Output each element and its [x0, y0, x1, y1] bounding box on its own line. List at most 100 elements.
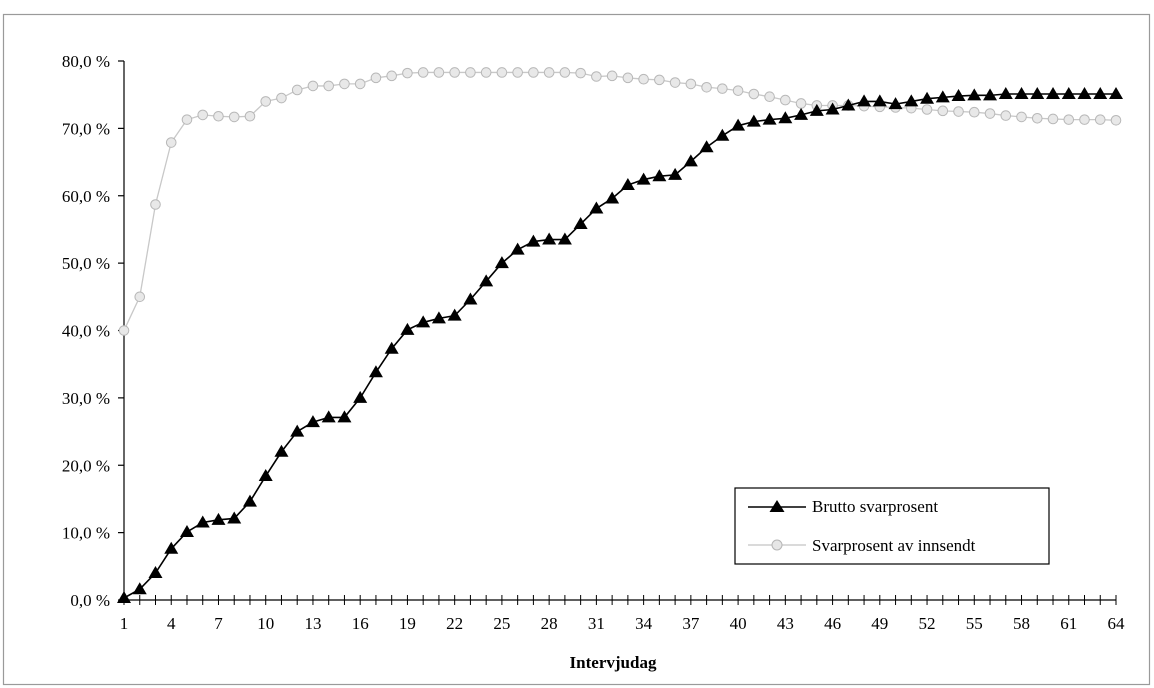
- data-point: [510, 242, 525, 255]
- data-point: [339, 78, 350, 90]
- data-point: [368, 365, 383, 378]
- data-point: [620, 177, 635, 190]
- data-point: [542, 232, 557, 245]
- y-tick-label: 20,0 %: [62, 456, 110, 475]
- data-point: [463, 292, 478, 305]
- data-point: [920, 91, 935, 104]
- x-tick-label: 28: [541, 614, 558, 633]
- data-point: [1031, 112, 1043, 124]
- data-point: [1000, 110, 1012, 121]
- data-point: [638, 73, 649, 85]
- data-point: [512, 67, 523, 78]
- data-point: [794, 107, 809, 120]
- data-point: [244, 110, 256, 122]
- data-point: [636, 172, 651, 185]
- data-point: [1110, 114, 1122, 126]
- data-point: [998, 87, 1013, 100]
- data-point: [526, 234, 541, 247]
- data-point: [134, 291, 146, 303]
- data-point: [402, 67, 413, 79]
- data-point: [260, 96, 272, 107]
- data-point: [118, 325, 130, 336]
- x-tick-label: 55: [966, 614, 983, 633]
- data-point: [117, 590, 131, 603]
- data-point: [416, 315, 431, 328]
- x-tick-label: 19: [399, 614, 416, 633]
- data-point: [480, 67, 492, 78]
- data-point: [968, 106, 980, 118]
- data-point: [746, 114, 761, 127]
- data-point: [1016, 111, 1027, 123]
- data-point: [669, 77, 681, 88]
- data-point: [447, 308, 462, 321]
- data-point: [211, 512, 226, 525]
- data-point: [589, 201, 604, 214]
- data-point: [921, 104, 933, 115]
- data-point: [195, 515, 210, 528]
- data-point: [1079, 114, 1090, 125]
- data-point: [354, 78, 366, 90]
- data-point: [1014, 87, 1029, 100]
- data-point: [699, 140, 714, 153]
- x-tick-label: 49: [871, 614, 888, 633]
- x-axis-title: Intervjudag: [570, 653, 657, 672]
- legend-label-brutto: Brutto svarprosent: [812, 497, 938, 516]
- y-tick-label: 40,0 %: [62, 322, 110, 341]
- data-point: [496, 67, 508, 78]
- data-point: [417, 67, 429, 78]
- data-point: [935, 90, 950, 103]
- data-point: [762, 112, 777, 125]
- data-point: [213, 110, 224, 122]
- data-point: [148, 566, 163, 579]
- x-tick-label: 64: [1108, 614, 1126, 633]
- data-point: [1093, 87, 1108, 100]
- data-point: [984, 108, 996, 119]
- x-tick-label: 16: [352, 614, 369, 633]
- data-point: [937, 105, 949, 117]
- data-point: [668, 167, 683, 180]
- axes: 0,0 % 10,0 % 20,0 % 30,0 % 40,0 % 50,0 % 60,0 …: [62, 52, 1125, 633]
- data-point: [951, 89, 966, 102]
- data-point: [179, 524, 194, 537]
- data-point: [573, 217, 588, 230]
- data-point: [1030, 87, 1045, 100]
- x-tick-label: 1: [120, 614, 129, 633]
- y-tick-label: 50,0 %: [62, 254, 110, 273]
- data-point: [307, 80, 319, 92]
- y-tick-label: 70,0 %: [62, 119, 110, 138]
- data-point: [701, 81, 712, 93]
- data-point: [1046, 87, 1061, 100]
- data-point: [780, 94, 791, 106]
- data-point: [1047, 113, 1059, 125]
- data-point: [717, 83, 728, 94]
- y-tick-label: 30,0 %: [62, 389, 110, 408]
- data-point: [370, 72, 382, 84]
- data-point: [605, 191, 620, 204]
- data-point: [652, 169, 667, 182]
- data-point: [1094, 114, 1106, 125]
- x-tick-label: 58: [1013, 614, 1030, 633]
- data-point: [400, 322, 415, 335]
- x-tick-label: 43: [777, 614, 794, 633]
- data-point: [983, 88, 998, 101]
- x-tick-label: 61: [1060, 614, 1077, 633]
- y-tick-label: 60,0 %: [62, 187, 110, 206]
- series-layer: [117, 67, 1123, 603]
- data-point: [150, 199, 161, 210]
- legend-entry-brutto: Brutto svarprosent: [748, 497, 938, 516]
- data-point: [291, 84, 303, 96]
- x-tick-label: 46: [824, 614, 841, 633]
- data-point: [337, 410, 352, 423]
- x-tick-label: 7: [214, 614, 223, 633]
- data-point: [654, 74, 665, 86]
- chart-frame: [2, 13, 1151, 686]
- data-point: [431, 311, 446, 324]
- x-tick-label: 52: [919, 614, 936, 633]
- legend-marker-brutto: [769, 500, 785, 512]
- data-point: [904, 94, 919, 107]
- data-point: [290, 424, 305, 437]
- x-tick-label: 25: [493, 614, 510, 633]
- data-point: [778, 111, 793, 124]
- data-point: [683, 154, 698, 167]
- data-point: [591, 71, 602, 82]
